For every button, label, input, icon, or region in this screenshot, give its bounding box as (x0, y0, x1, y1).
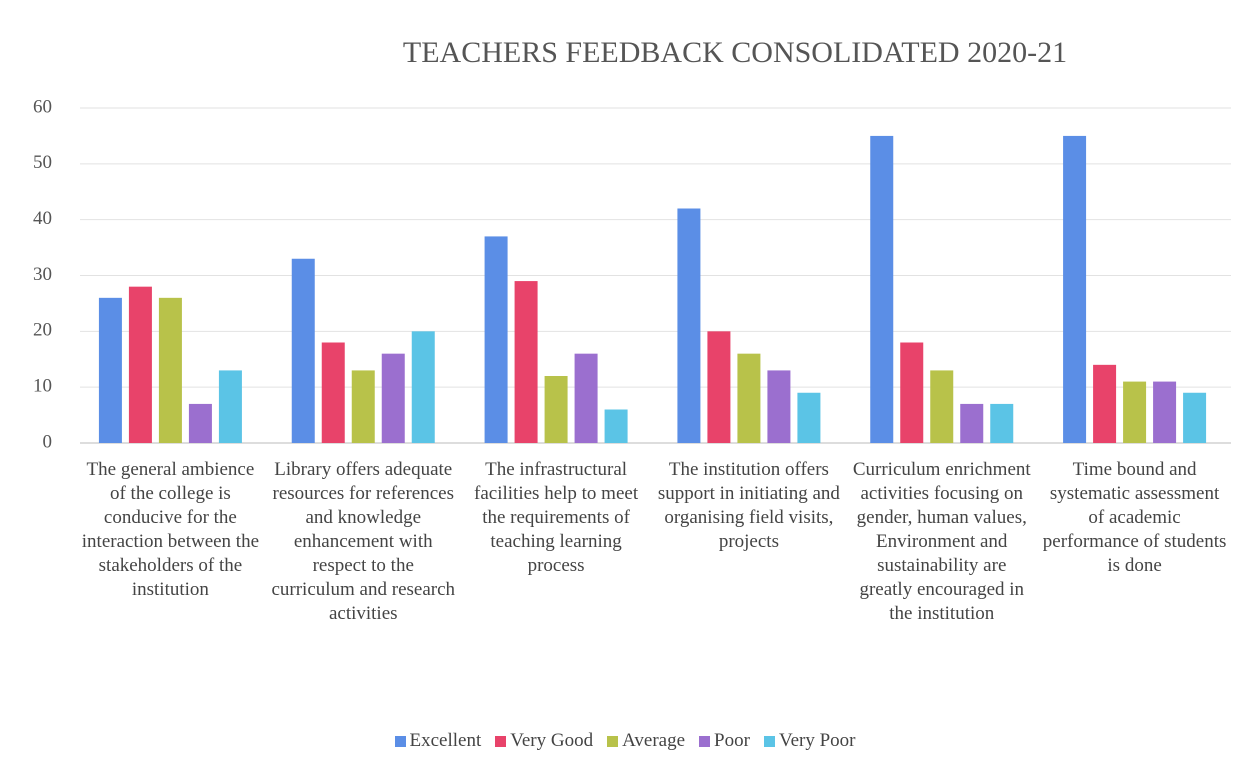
legend-item: Very Good (495, 730, 593, 752)
bar (707, 331, 731, 443)
legend-item: Poor (699, 730, 750, 752)
bar (128, 286, 152, 443)
bar (930, 370, 954, 443)
bar (737, 353, 761, 443)
bar (291, 258, 315, 443)
bar (544, 376, 568, 443)
bar (870, 135, 894, 443)
legend-label: Poor (714, 730, 750, 751)
x-tick-label: The institution offers support in initia… (657, 459, 840, 552)
bar (381, 353, 405, 443)
bar (321, 342, 345, 443)
y-tick-label: 20 (33, 320, 52, 341)
y-tick-label: 60 (33, 96, 52, 117)
x-tick-label: The general ambience of the college is c… (81, 459, 260, 600)
y-tick-label: 10 (33, 376, 52, 397)
legend-swatch (763, 735, 775, 747)
bar (484, 236, 508, 443)
y-tick-label: 40 (33, 208, 52, 229)
legend-item: Average (607, 730, 685, 752)
legend-swatch (394, 735, 406, 747)
x-tick-label: Library offers adequate resources for re… (271, 459, 456, 624)
legend-label: Average (622, 730, 686, 751)
y-tick-label: 50 (33, 152, 52, 173)
legend-item: Excellent (394, 730, 482, 752)
bar (514, 281, 538, 443)
x-tick-label: Time bound and systematic assessment of … (1042, 459, 1227, 576)
bar (574, 353, 598, 443)
legend-label: Very Good (510, 730, 594, 751)
legend: Excellent Very Good Average Poor Very Poor (0, 730, 1250, 752)
bar (411, 331, 435, 443)
bar (1093, 364, 1117, 443)
bar (960, 403, 984, 443)
bar (98, 297, 122, 443)
legend-swatch (495, 735, 507, 747)
bar (797, 392, 821, 443)
bar (767, 370, 791, 443)
bar (1153, 381, 1177, 443)
bar (990, 403, 1014, 443)
legend-item: Very Poor (763, 730, 856, 752)
bar (604, 409, 628, 443)
bar (1063, 135, 1087, 443)
bar (218, 370, 242, 443)
bar (1123, 381, 1147, 443)
bar (677, 208, 701, 443)
bar (158, 297, 182, 443)
x-tick-label: Curriculum enrichment activities focusin… (852, 459, 1031, 624)
legend-label: Very Poor (778, 730, 856, 751)
chart-title: TEACHERS FEEDBACK CONSOLIDATED 2020-21 (403, 36, 1067, 69)
bar (900, 342, 924, 443)
y-tick-label: 30 (33, 264, 52, 285)
x-tick-label: The infrastructural facilities help to m… (474, 459, 639, 576)
legend-swatch (607, 735, 619, 747)
y-tick-label: 0 (43, 431, 53, 452)
bar (1183, 392, 1207, 443)
legend-label: Excellent (409, 730, 482, 751)
legend-swatch (699, 735, 711, 747)
bar (351, 370, 375, 443)
bar (188, 403, 212, 443)
